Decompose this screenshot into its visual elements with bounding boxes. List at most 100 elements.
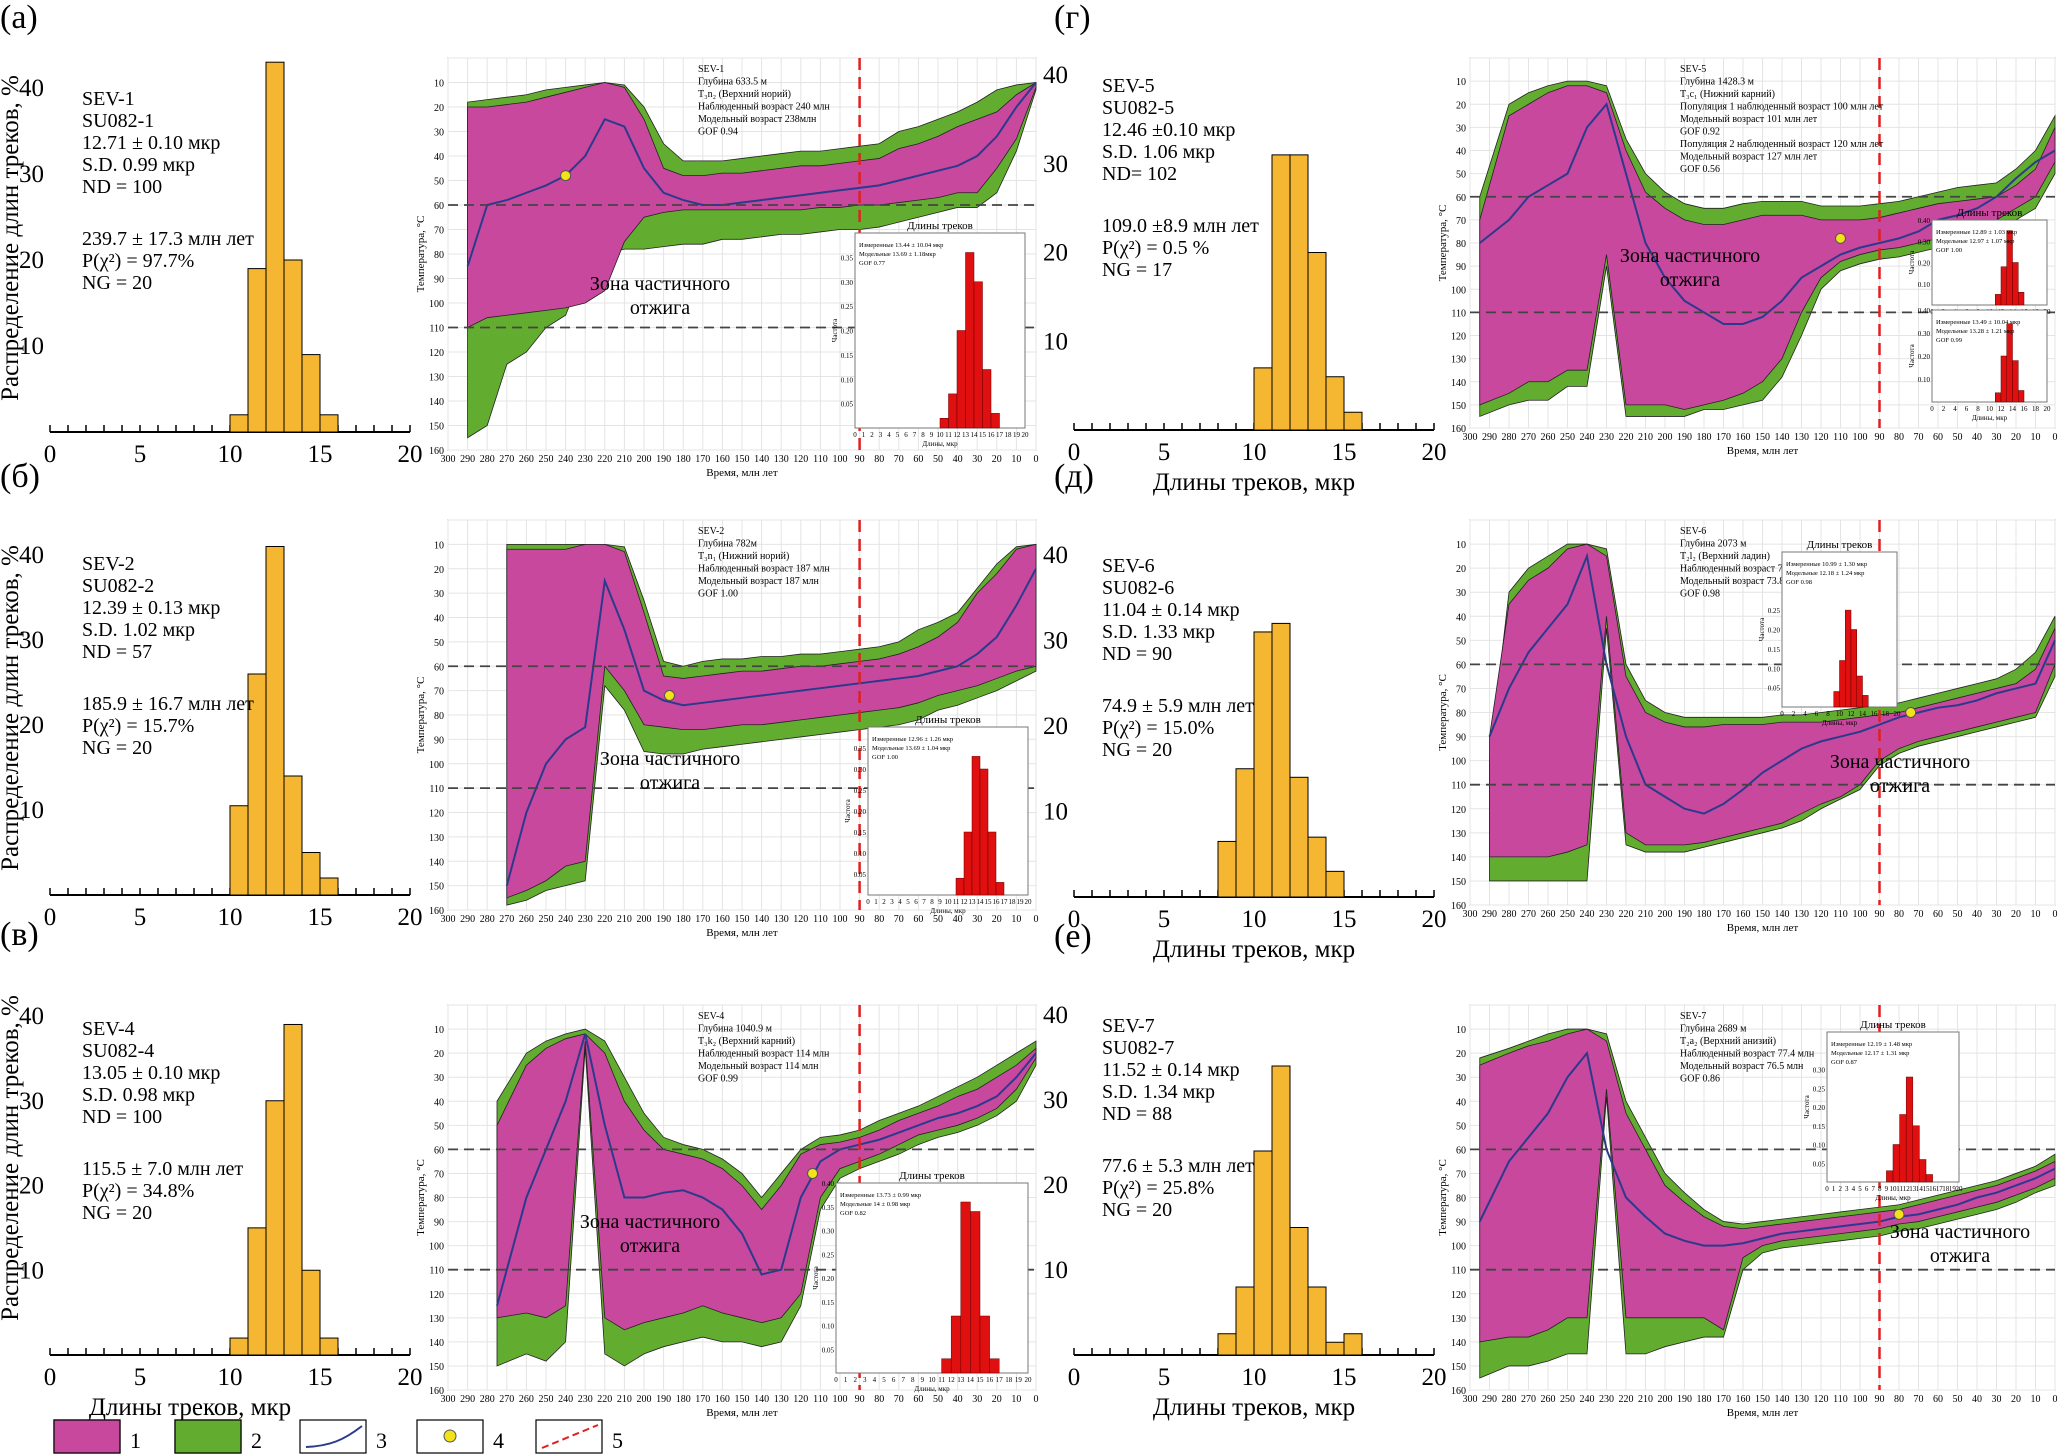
- inset-x-tick-label: 1: [862, 431, 866, 439]
- hist-bar: [301, 354, 321, 433]
- sample-stat: NG = 20: [82, 272, 152, 294]
- model-x-tick-label: 160: [1736, 432, 1751, 443]
- inset-x-tick-label: 8: [1976, 405, 1980, 413]
- hist-y-tick-label: 40: [1043, 542, 1068, 569]
- model-x-tick-label: 100: [1853, 909, 1868, 920]
- model-annotation: SEV-6: [1680, 526, 1706, 537]
- model-x-tick-label: 200: [637, 454, 652, 465]
- inset-y-tick-label: 0.15: [1768, 646, 1781, 654]
- inset-x-tick-label: 13: [969, 898, 977, 906]
- sample-stat: 11.52 ± 0.14 мкр: [1102, 1059, 1240, 1081]
- sample-stat: SEV-7: [1102, 1015, 1155, 1037]
- model-x-tick-label: 20: [992, 454, 1002, 465]
- model-x-tick-label: 160: [1736, 909, 1751, 920]
- model-x-tick-label: 240: [1580, 909, 1595, 920]
- model-y-tick-label: 70: [434, 1169, 444, 1180]
- sample-stat: 74.9 ± 5.9 млн лет: [1102, 695, 1254, 717]
- model-y-tick-label: 10: [434, 1025, 444, 1036]
- model-x-tick-label: 20: [992, 914, 1002, 925]
- model-x-tick-label: 190: [656, 1394, 671, 1405]
- hist-bar: [301, 1269, 321, 1356]
- hist-x-tick-label: 0: [44, 904, 57, 931]
- model-x-tick-label: 30: [972, 454, 982, 465]
- inset-x-tick-label: 18: [1942, 1185, 1950, 1193]
- model-x-tick-label: 300: [441, 914, 456, 925]
- inset-y-tick-label: 0.30: [822, 1228, 835, 1236]
- model-x-tick-label: 80: [1894, 432, 1904, 443]
- model-y-tick-label: 10: [1456, 77, 1466, 88]
- zone-label: отжига: [630, 297, 690, 319]
- inset-x-tick-label: 17: [996, 1376, 1004, 1384]
- inset-x-tick-label: 0: [1780, 710, 1784, 718]
- hist-x-tick-label: 15: [308, 1364, 333, 1391]
- model-annotation: Глубина 782м: [698, 539, 758, 550]
- model-y-tick-label: 140: [429, 857, 444, 868]
- model-x-tick-label: 70: [1914, 909, 1924, 920]
- inset-bar: [973, 281, 983, 429]
- inset-x-tick-label: 8: [911, 1376, 915, 1384]
- model-y-tick-label: 40: [1456, 1097, 1466, 1108]
- observed-age-point: [663, 690, 675, 701]
- hist-bar: [1325, 376, 1345, 431]
- model-x-tick-label: 0: [2053, 432, 2058, 443]
- model-x-tick-label: 110: [813, 914, 828, 925]
- model-x-tick-label: 120: [1814, 432, 1829, 443]
- inset-x-tick-label: 15: [977, 1376, 985, 1384]
- model-annotation: T₃c₁ (Нижний карний): [1680, 89, 1775, 100]
- model-x-tick-label: 140: [754, 914, 769, 925]
- inset-bar: [950, 1315, 962, 1374]
- inset-x-axis-label: Длины, мкр: [1972, 414, 2008, 422]
- model-x-tick-label: 150: [1755, 432, 1770, 443]
- model-annotation: T₃n₂ (Верхний норий): [698, 89, 791, 100]
- hist-bar: [247, 268, 267, 433]
- inset-annotation: Измеренные 13.44 ± 10.04 мкр: [859, 242, 943, 249]
- model-x-tick-label: 90: [1875, 432, 1885, 443]
- model-annotation: T₂a₂ (Верхний анизий): [1680, 1036, 1776, 1047]
- inset-bar: [1850, 629, 1857, 708]
- model-y-tick-label: 160: [429, 446, 444, 457]
- model-x-tick-label: 240: [558, 454, 573, 465]
- inset-annotation: Модельные 13.69 ± 1.18мкр: [859, 251, 936, 258]
- model-x-tick-label: 230: [1599, 909, 1614, 920]
- model-y-axis-label: Температура, °C: [415, 677, 427, 754]
- inset-x-tick-label: 10: [945, 898, 953, 906]
- model-x-tick-label: 170: [1716, 1394, 1731, 1405]
- inset-bar: [948, 393, 958, 429]
- model-annotation: Наблюденный возраст 77.4 млн: [1680, 1049, 1815, 1060]
- inset-x-tick-label: 20: [1956, 1185, 1964, 1193]
- hist-y-tick-label: 40: [19, 1003, 44, 1030]
- model-y-tick-label: 10: [434, 540, 444, 551]
- model-x-tick-label: 240: [1580, 432, 1595, 443]
- sample-stat: NG = 20: [1102, 739, 1172, 761]
- model-y-tick-label: 120: [429, 1290, 444, 1301]
- model-annotation: Наблюденный возраст 187 млн: [698, 564, 830, 575]
- sample-stat: SEV-2: [82, 553, 135, 575]
- model-y-tick-label: 160: [429, 1386, 444, 1397]
- sample-stat: 13.05 ± 0.10 мкр: [82, 1062, 220, 1084]
- model-x-tick-label: 10: [2031, 909, 2041, 920]
- model-x-tick-label: 50: [933, 454, 943, 465]
- inset-y-tick-label: 0.40: [1918, 217, 1931, 225]
- sample-stat: P(χ²) = 25.8%: [1102, 1177, 1214, 1199]
- model-y-tick-label: 60: [1456, 1145, 1466, 1156]
- model-y-tick-label: 90: [434, 735, 444, 746]
- model-y-tick-label: 70: [434, 226, 444, 237]
- hist-bar: [319, 877, 339, 896]
- panel-letter: (в): [0, 916, 39, 953]
- inset-x-tick-label: 14: [971, 431, 979, 439]
- inset-x-tick-label: 16: [2021, 405, 2029, 413]
- inset-x-tick-label: 10: [1890, 1185, 1898, 1193]
- hist-y-tick-label: 20: [1043, 713, 1068, 740]
- hist-y-tick-label: 30: [19, 161, 44, 188]
- model-y-tick-label: 80: [1456, 1194, 1466, 1205]
- inset-annotation: GOF 0.77: [859, 260, 886, 267]
- model-x-tick-label: 220: [1619, 432, 1634, 443]
- hist-y-tick-label: 30: [1043, 1087, 1068, 1114]
- hist-bar: [283, 259, 303, 433]
- inset-bar: [987, 831, 997, 896]
- sample-stat: 115.5 ± 7.0 млн лет: [82, 1158, 243, 1180]
- hist-bar: [247, 1227, 267, 1356]
- inset-frame: [854, 232, 1026, 429]
- model-x-tick-label: 260: [1541, 432, 1556, 443]
